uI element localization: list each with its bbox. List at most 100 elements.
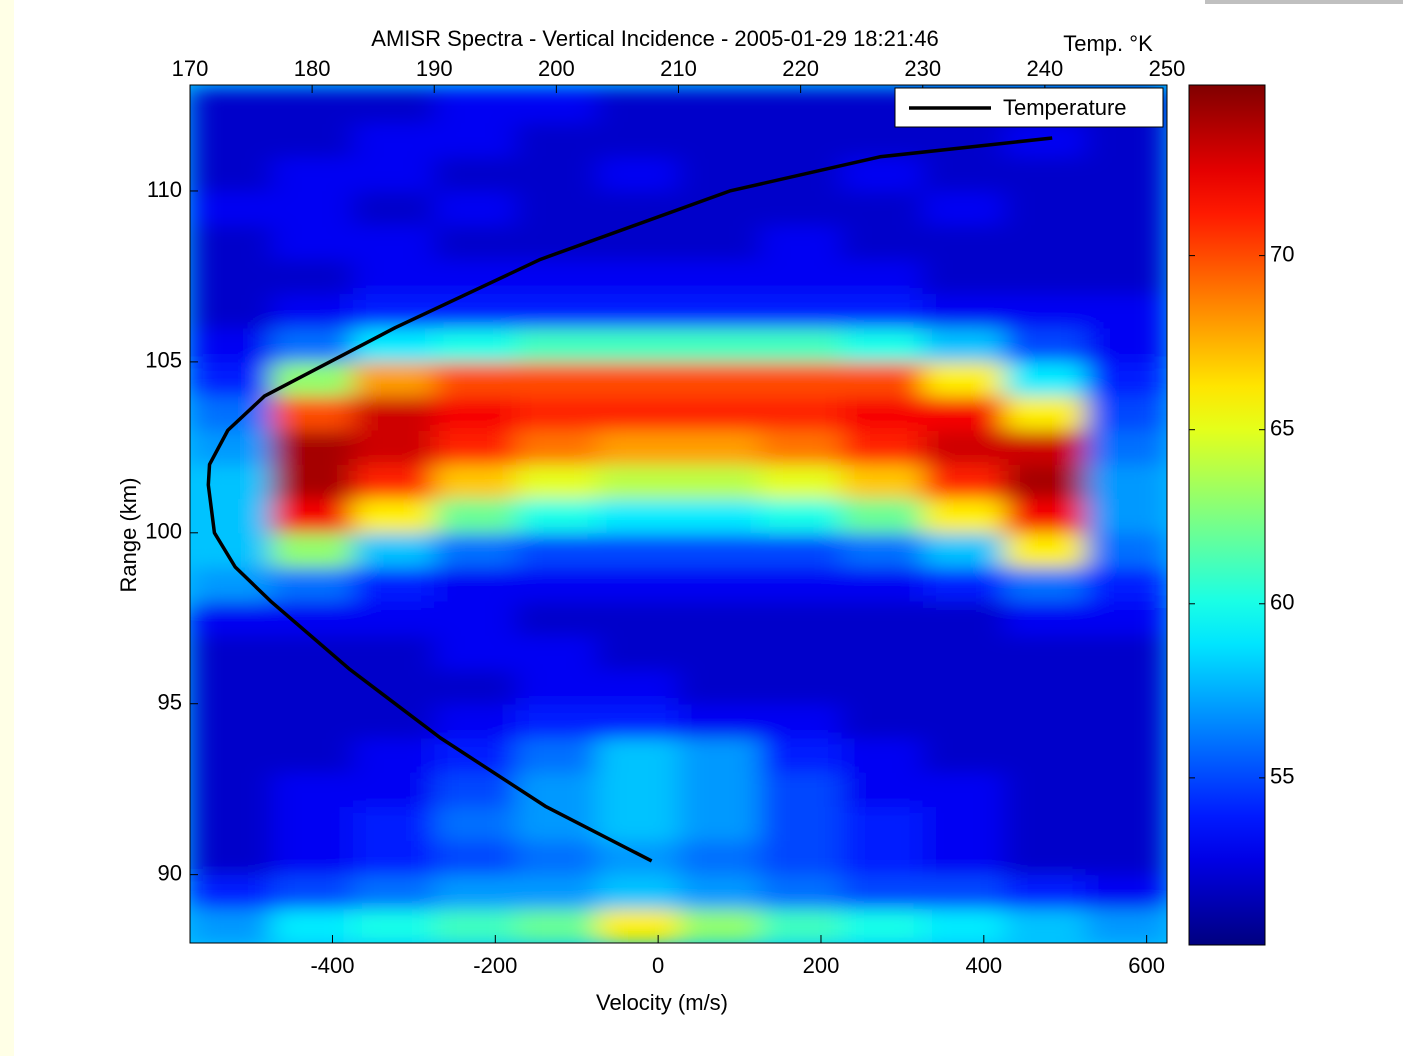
heatmap-cell: [922, 259, 1005, 295]
heatmap-cell: [352, 532, 435, 568]
y-tick-label: 105: [145, 348, 182, 373]
heatmap: [190, 88, 1167, 943]
heatmap-cell: [434, 635, 517, 671]
heatmap-cell: [352, 601, 435, 636]
heatmap-cell: [434, 601, 517, 636]
heatmap-cell: [271, 190, 354, 226]
heatmap-cell: [759, 122, 842, 158]
heatmap-cell: [1004, 156, 1087, 192]
heatmap-cell: [1085, 737, 1167, 773]
heatmap-cell: [434, 396, 517, 431]
heatmap-cell: [1004, 601, 1087, 636]
heatmap-cell: [1004, 806, 1087, 841]
heatmap-cell: [352, 703, 435, 739]
heatmap-cell: [1004, 259, 1087, 295]
heatmap-cell: [678, 293, 761, 329]
heatmap-cell: [597, 430, 679, 465]
heatmap-cell: [1004, 361, 1087, 397]
heatmap-cell: [678, 566, 761, 602]
heatmap-cell: [922, 532, 1005, 568]
heatmap-cell: [434, 806, 517, 841]
heatmap-cell: [678, 88, 761, 124]
heatmap-cell: [434, 190, 517, 226]
heatmap-cell: [759, 190, 842, 226]
heatmap-cell: [1085, 669, 1167, 705]
x2-tick-label: 230: [904, 56, 941, 81]
heatmap-cell: [1004, 190, 1087, 226]
heatmap-cell: [597, 601, 679, 636]
heatmap-cell: [271, 464, 354, 500]
heatmap-cell: [434, 908, 517, 943]
heatmap-cell: [841, 601, 924, 636]
heatmap-cell: [434, 703, 517, 739]
heatmap-cell: [597, 772, 679, 807]
heatmap-cell: [515, 840, 598, 876]
heatmap-cell: [922, 908, 1005, 943]
heatmap-cell: [759, 703, 842, 739]
heatmap-cell: [922, 737, 1005, 773]
heatmap-cell: [352, 840, 435, 876]
heatmap-cell: [271, 259, 354, 295]
plot-area: [190, 85, 1167, 943]
heatmap-cell: [678, 669, 761, 705]
heatmap-cell: [190, 874, 272, 910]
heatmap-cell: [515, 327, 598, 363]
heatmap-cell: [1085, 464, 1167, 500]
heatmap-cell: [190, 601, 272, 636]
heatmap-cell: [759, 601, 842, 636]
y-tick-label: 95: [158, 690, 182, 715]
heatmap-cell: [1085, 293, 1167, 329]
heatmap-cell: [922, 601, 1005, 636]
heatmap-cell: [759, 88, 842, 124]
heatmap-cell: [678, 806, 761, 841]
x-tick-label: 200: [803, 953, 840, 978]
heatmap-cell: [922, 464, 1005, 500]
heatmap-cell: [190, 259, 272, 295]
heatmap-cell: [352, 498, 435, 534]
heatmap-cell: [271, 88, 354, 124]
heatmap-cell: [759, 806, 842, 841]
x2-tick-label: 170: [172, 56, 209, 81]
heatmap-cell: [271, 225, 354, 260]
heatmap-cell: [1004, 532, 1087, 568]
heatmap-cell: [1085, 532, 1167, 568]
heatmap-cell: [1085, 396, 1167, 431]
heatmap-cell: [759, 737, 842, 773]
heatmap-cell: [515, 772, 598, 807]
heatmap-cell: [271, 293, 354, 329]
heatmap-cell: [922, 190, 1005, 226]
heatmap-cell: [678, 840, 761, 876]
heatmap-cell: [1085, 498, 1167, 534]
heatmap-cell: [922, 874, 1005, 910]
heatmap-cell: [190, 361, 272, 397]
colorbar-tick-label: 65: [1270, 416, 1294, 441]
heatmap-cell: [597, 566, 679, 602]
heatmap-cell: [1085, 772, 1167, 807]
heatmap-cell: [352, 874, 435, 910]
x-tick-label: 600: [1128, 953, 1165, 978]
heatmap-cell: [922, 806, 1005, 841]
top-bar: [1205, 0, 1403, 4]
heatmap-cell: [1004, 464, 1087, 500]
y-tick-label: 90: [158, 860, 182, 885]
overlay: -400 -200 0 200 400 600 170 180 190 200 210 220 230 2…: [145, 56, 1185, 978]
heatmap-cell: [1004, 737, 1087, 773]
heatmap-cell: [597, 225, 679, 260]
heatmap-cell: [1004, 566, 1087, 602]
heatmap-cell: [1004, 874, 1087, 910]
heatmap-cell: [434, 669, 517, 705]
heatmap-cell: [678, 498, 761, 534]
heatmap-cell: [352, 396, 435, 431]
heatmap-cell: [352, 635, 435, 671]
heatmap-cell: [597, 532, 679, 568]
heatmap-cell: [759, 874, 842, 910]
heatmap-cell: [1085, 601, 1167, 636]
heatmap-cell: [759, 532, 842, 568]
heatmap-cell: [841, 840, 924, 876]
heatmap-cell: [1004, 293, 1087, 329]
heatmap-cell: [922, 430, 1005, 465]
heatmap-cell: [271, 532, 354, 568]
heatmap-cell: [922, 635, 1005, 671]
heatmap-cell: [597, 908, 679, 943]
